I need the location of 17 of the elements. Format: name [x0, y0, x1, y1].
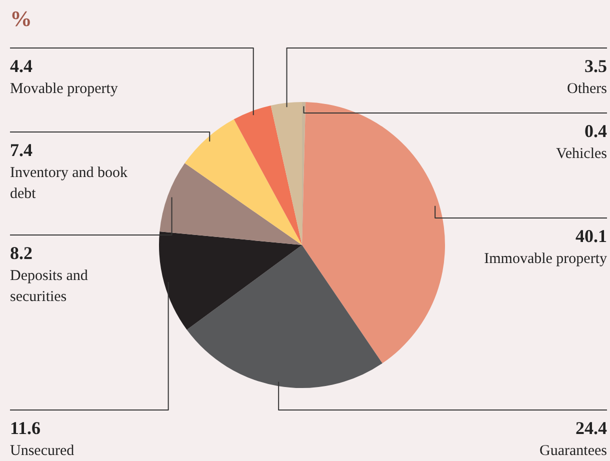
data-label: 7.4: [10, 140, 32, 160]
slice-label: Others: [567, 81, 608, 97]
slice-label: Unsecured: [10, 443, 75, 459]
slice-label: Movable property: [10, 81, 118, 97]
data-label: 24.4: [576, 418, 607, 438]
data-label: 11.6: [10, 418, 41, 438]
slice-label: Guarantees: [540, 443, 608, 459]
slice-label: Vehicles: [556, 146, 608, 162]
chart-title: %: [10, 6, 32, 32]
slice-label: Deposits and securities: [10, 268, 88, 305]
data-label: 3.5: [584, 56, 607, 76]
data-label: 40.1: [576, 226, 607, 246]
slice-label: Inventory and book debt: [10, 165, 128, 202]
data-label: 8.2: [10, 243, 32, 263]
slice-label: Immovable property: [484, 251, 608, 267]
data-label: 0.4: [584, 121, 607, 141]
data-label: 4.4: [10, 56, 32, 76]
